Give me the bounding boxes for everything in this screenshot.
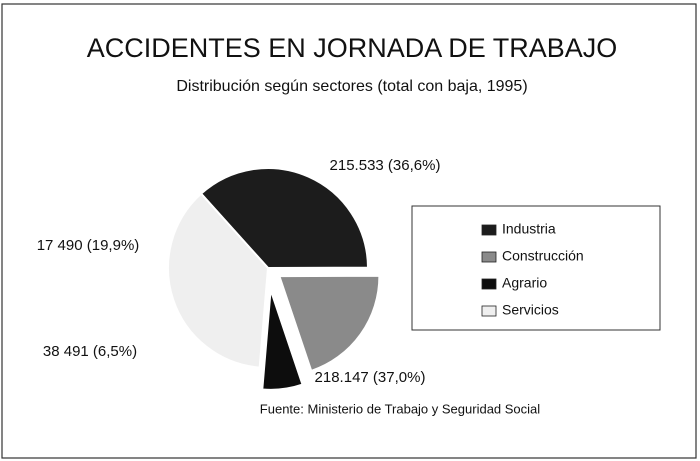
source-note: Fuente: Ministerio de Trabajo y Segurida… xyxy=(260,401,540,416)
legend-swatch xyxy=(481,224,497,236)
legend-box xyxy=(411,205,661,331)
pie-slice xyxy=(261,289,304,391)
pie-slice xyxy=(167,192,270,369)
legend-label: Agrario xyxy=(502,275,547,291)
pie-slice xyxy=(277,274,381,373)
slice-label: 38 491 (6,5%) xyxy=(43,343,137,360)
legend-swatch xyxy=(481,278,497,290)
slice-label: 218.147 (37,0%) xyxy=(315,369,426,386)
slice-label: 17 490 (19,9%) xyxy=(37,237,140,254)
chart-title: ACCIDENTES EN JORNADA DE TRABAJO xyxy=(87,33,618,63)
pie-slice xyxy=(199,167,370,270)
legend-label: Servicios xyxy=(502,302,559,318)
legend-swatch xyxy=(481,305,497,317)
legend-label: Industria xyxy=(502,221,556,237)
chart-subtitle: Distribución según sectores (total con b… xyxy=(176,78,527,95)
slice-label: 215.533 (36,6%) xyxy=(330,157,441,174)
legend-label: Construcción xyxy=(502,248,584,264)
legend-swatch xyxy=(481,251,497,263)
